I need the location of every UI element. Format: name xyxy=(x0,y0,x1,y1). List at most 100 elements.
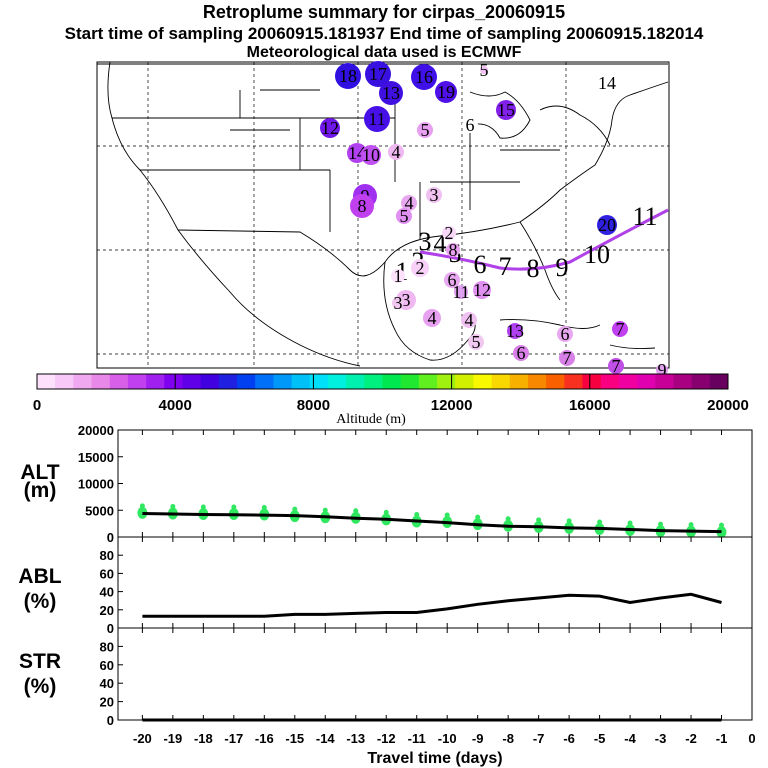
plume-point: 4 xyxy=(461,310,477,330)
plume-point: 11 xyxy=(364,106,390,132)
colorbar-tick-label: 20000 xyxy=(707,397,749,414)
x-tick-label: -7 xyxy=(533,731,545,746)
particle-point xyxy=(475,514,481,520)
plume-point: 2 xyxy=(442,223,456,243)
median-altitude-line xyxy=(142,512,722,534)
plume-marker xyxy=(379,81,403,105)
plume-point-label: 5 xyxy=(472,332,481,352)
met-data-note: Meteorological data used is ECMWF xyxy=(246,44,522,61)
plume-point: 5 xyxy=(468,332,484,352)
plume-point-label: 10 xyxy=(362,145,380,165)
plume-marker xyxy=(392,297,404,309)
colorbar-swatch xyxy=(437,374,456,389)
colorbar-swatch xyxy=(255,374,274,389)
plume-point-label: 5 xyxy=(421,120,430,140)
plume-marker xyxy=(612,321,628,337)
series-line-abl xyxy=(142,592,722,618)
plume-point: 12 xyxy=(473,280,491,300)
particle-point xyxy=(688,522,694,528)
x-tick-label: -13 xyxy=(346,731,365,746)
plume-point: 7 xyxy=(612,319,628,339)
particle-point xyxy=(414,511,420,517)
plume-points: 1817161913111214105498435215651472012361… xyxy=(320,60,668,380)
x-tick-label: -16 xyxy=(255,731,274,746)
plume-point: 12 xyxy=(320,118,340,138)
plume-point-label: 11 xyxy=(452,282,469,302)
colorbar-swatch xyxy=(418,374,438,389)
colorbar-tick-label: 8000 xyxy=(297,397,330,414)
plume-marker xyxy=(396,208,412,224)
trajectory-day-label: 10 xyxy=(584,240,610,269)
plume-point: 16 xyxy=(411,64,437,90)
y-tick-label: 40 xyxy=(100,585,114,600)
x-tick-label: -3 xyxy=(655,731,667,746)
colorbar-swatch xyxy=(637,374,656,389)
plume-point-label: 1 xyxy=(394,266,403,286)
plume-point-label: 5 xyxy=(480,60,489,80)
y-axis-label: (%) xyxy=(24,590,57,613)
plume-point: 10 xyxy=(361,145,381,165)
plume-point: 4 xyxy=(423,308,441,328)
plume-point-label: 3 xyxy=(394,293,403,313)
y-axis-label: (%) xyxy=(24,675,57,698)
plume-point-label: 8 xyxy=(449,240,458,260)
plume-point-label: 2 xyxy=(416,258,425,278)
plume-point-label: 14 xyxy=(598,73,616,93)
panel-alt: 0 5000 10000 15000 20000 ALT(m) xyxy=(20,423,753,545)
plume-marker xyxy=(411,259,429,277)
panel-frame xyxy=(117,536,753,629)
plume-point-label: 9 xyxy=(658,360,667,380)
x-tick-label: -10 xyxy=(438,731,457,746)
plume-marker xyxy=(350,194,374,218)
colorbar-swatch xyxy=(709,374,729,389)
x-tick-label: -20 xyxy=(133,731,152,746)
plume-point: 15 xyxy=(496,100,516,120)
plume-point: 6 xyxy=(462,115,478,135)
plume-point-label: 17 xyxy=(369,64,387,84)
y-tick-label: 20000 xyxy=(78,423,114,438)
plume-point-label: 7 xyxy=(612,356,621,376)
colorbar-label: Altitude (m) xyxy=(336,412,406,427)
particle-point xyxy=(719,522,725,528)
particle-point xyxy=(231,504,237,510)
sampling-times: Start time of sampling 20060915.181937 E… xyxy=(64,24,704,43)
trajectory-labels: 1110987654321 xyxy=(396,202,658,286)
particle-point xyxy=(139,503,145,509)
plume-point-label: 2 xyxy=(445,223,454,243)
x-tick-label: -6 xyxy=(563,731,575,746)
trajectory-day-label: 8 xyxy=(527,254,540,283)
trajectory-day-label: 3 xyxy=(419,227,432,256)
plume-point-label: 6 xyxy=(561,324,570,344)
y-tick-label: 60 xyxy=(100,566,114,581)
plume-point: 3 xyxy=(426,185,442,205)
plume-marker xyxy=(468,334,484,350)
plume-point-label: 16 xyxy=(415,67,433,87)
colorbar-swatch xyxy=(564,374,584,389)
colorbar-swatch xyxy=(182,374,202,389)
plume-marker xyxy=(557,326,573,342)
particle-point xyxy=(261,505,267,511)
colorbar-swatch xyxy=(509,374,529,389)
particle-point xyxy=(137,506,148,519)
x-tick-label: -18 xyxy=(194,731,213,746)
x-tick-label: -5 xyxy=(594,731,606,746)
y-axis-label: STR xyxy=(19,650,61,673)
plume-point: 8 xyxy=(446,240,460,260)
colorbar-swatch xyxy=(327,374,347,389)
trajectory-map: 1110987654321 18171619131112141054984352… xyxy=(96,60,670,380)
plume-point: 17 xyxy=(365,61,391,87)
plume-point: 13 xyxy=(506,321,524,341)
plume-point-label: 8 xyxy=(358,196,367,216)
trajectory-day-label: 7 xyxy=(499,252,512,281)
x-axis-label: Travel time (days) xyxy=(367,750,502,767)
colorbar-tick-label: 16000 xyxy=(569,397,611,414)
plume-point-label: 6 xyxy=(448,270,457,290)
colorbar-swatch xyxy=(673,374,693,389)
colorbar-swatch xyxy=(691,374,711,389)
colorbar-swatch xyxy=(73,374,93,389)
particle-point xyxy=(716,526,727,539)
plume-marker xyxy=(444,272,460,288)
plume-point: 3 xyxy=(392,293,404,313)
plume-point-label: 6 xyxy=(466,115,475,135)
